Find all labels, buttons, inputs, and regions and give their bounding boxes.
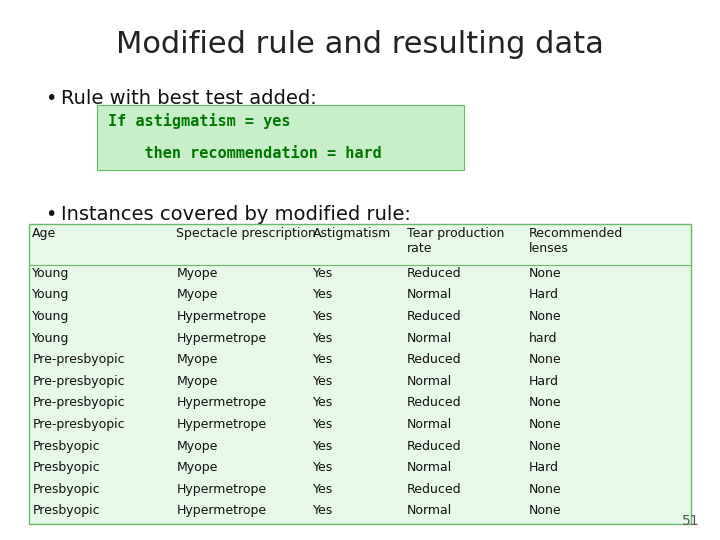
Text: Yes: Yes [313,310,333,323]
Text: Hypermetrope: Hypermetrope [176,332,266,345]
Text: Yes: Yes [313,375,333,388]
Text: Normal: Normal [407,375,452,388]
Text: If astigmatism = yes: If astigmatism = yes [108,113,290,130]
Text: Yes: Yes [313,440,333,453]
Text: Normal: Normal [407,504,452,517]
Text: Yes: Yes [313,396,333,409]
Text: Presbyopic: Presbyopic [32,504,100,517]
Text: Reduced: Reduced [407,440,462,453]
Text: hard: hard [529,332,558,345]
Text: Pre-presbyopic: Pre-presbyopic [32,353,125,366]
Text: Myope: Myope [176,440,217,453]
Text: None: None [529,353,562,366]
Text: Yes: Yes [313,267,333,280]
Text: Recommended
lenses: Recommended lenses [529,227,624,255]
Text: •: • [45,205,56,224]
Text: Reduced: Reduced [407,396,462,409]
Text: Age: Age [32,227,57,240]
Text: Young: Young [32,267,70,280]
Text: Modified rule and resulting data: Modified rule and resulting data [116,30,604,59]
Text: Rule with best test added:: Rule with best test added: [61,89,317,108]
Text: Presbyopic: Presbyopic [32,461,100,474]
Text: Normal: Normal [407,461,452,474]
Text: Reduced: Reduced [407,310,462,323]
Text: Spectacle prescription: Spectacle prescription [176,227,316,240]
Text: None: None [529,504,562,517]
Text: Yes: Yes [313,461,333,474]
Text: then recommendation = hard: then recommendation = hard [108,146,382,161]
Text: Hard: Hard [529,375,559,388]
FancyBboxPatch shape [97,105,464,170]
Text: None: None [529,440,562,453]
Text: Hypermetrope: Hypermetrope [176,310,266,323]
Text: Young: Young [32,332,70,345]
Text: Hypermetrope: Hypermetrope [176,396,266,409]
Text: Reduced: Reduced [407,267,462,280]
Text: Instances covered by modified rule:: Instances covered by modified rule: [61,205,411,224]
Text: •: • [45,89,56,108]
Text: Yes: Yes [313,418,333,431]
Text: Myope: Myope [176,353,217,366]
Text: Yes: Yes [313,288,333,301]
Text: Young: Young [32,310,70,323]
Text: None: None [529,310,562,323]
Text: Hypermetrope: Hypermetrope [176,483,266,496]
Text: Reduced: Reduced [407,353,462,366]
Text: 51: 51 [683,514,700,528]
Text: None: None [529,418,562,431]
Text: Yes: Yes [313,483,333,496]
FancyBboxPatch shape [29,224,691,524]
Text: Presbyopic: Presbyopic [32,483,100,496]
Text: None: None [529,483,562,496]
Text: Yes: Yes [313,332,333,345]
Text: Myope: Myope [176,288,217,301]
Text: Myope: Myope [176,461,217,474]
Text: Normal: Normal [407,288,452,301]
Text: Presbyopic: Presbyopic [32,440,100,453]
Text: Myope: Myope [176,267,217,280]
Text: Hard: Hard [529,288,559,301]
Text: Myope: Myope [176,375,217,388]
Text: Pre-presbyopic: Pre-presbyopic [32,375,125,388]
Text: Normal: Normal [407,418,452,431]
Text: Yes: Yes [313,504,333,517]
Text: None: None [529,267,562,280]
Text: Hypermetrope: Hypermetrope [176,504,266,517]
Text: Reduced: Reduced [407,483,462,496]
Text: Pre-presbyopic: Pre-presbyopic [32,418,125,431]
Text: Yes: Yes [313,353,333,366]
Text: Hypermetrope: Hypermetrope [176,418,266,431]
Text: Tear production
rate: Tear production rate [407,227,504,255]
Text: Normal: Normal [407,332,452,345]
Text: None: None [529,396,562,409]
Text: Pre-presbyopic: Pre-presbyopic [32,396,125,409]
Text: Young: Young [32,288,70,301]
Text: Astigmatism: Astigmatism [313,227,392,240]
Text: Hard: Hard [529,461,559,474]
